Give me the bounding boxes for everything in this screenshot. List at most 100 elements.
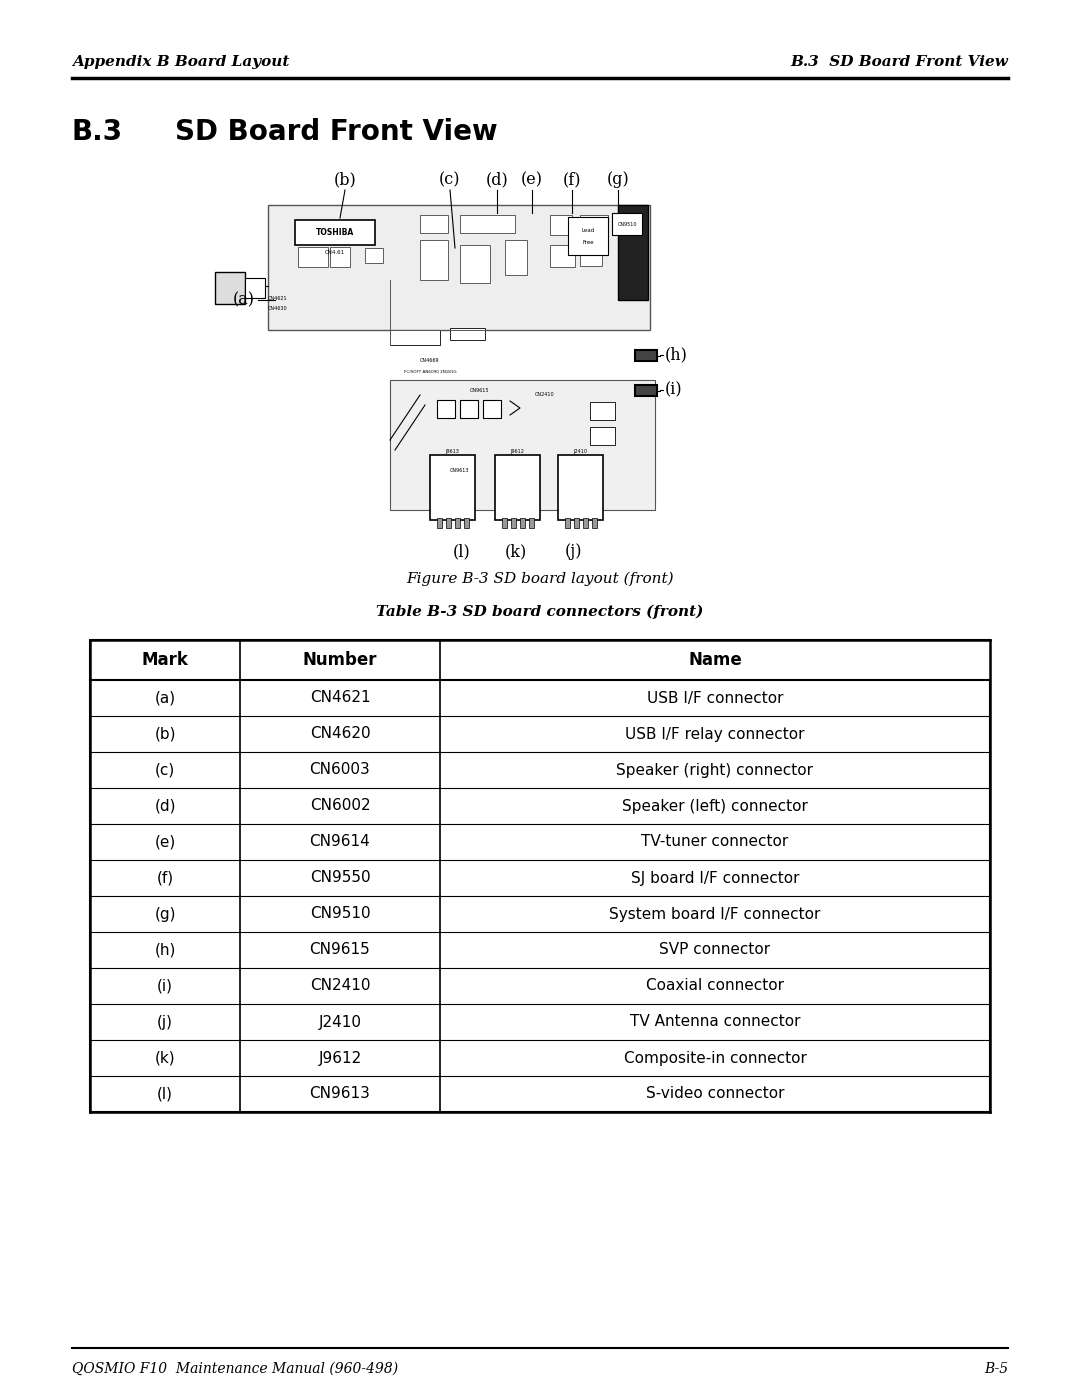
Text: QOSMIO F10  Maintenance Manual (960-498): QOSMIO F10 Maintenance Manual (960-498) xyxy=(72,1362,399,1376)
Text: (j): (j) xyxy=(157,1014,173,1030)
Text: Name: Name xyxy=(688,651,742,669)
Bar xyxy=(437,400,455,418)
Bar xyxy=(519,518,525,528)
Text: CN4620: CN4620 xyxy=(310,726,370,742)
Text: B.3: B.3 xyxy=(72,117,123,147)
Text: (d): (d) xyxy=(486,170,509,189)
Text: (e): (e) xyxy=(521,170,543,189)
Text: (h): (h) xyxy=(665,346,688,363)
Text: B-5: B-5 xyxy=(984,1362,1008,1376)
Text: (b): (b) xyxy=(334,170,356,189)
Text: SD Board Front View: SD Board Front View xyxy=(175,117,498,147)
Bar xyxy=(420,215,448,233)
Text: (k): (k) xyxy=(154,1051,175,1066)
Text: Speaker (right) connector: Speaker (right) connector xyxy=(617,763,813,778)
Text: CN4621: CN4621 xyxy=(310,690,370,705)
Bar xyxy=(565,518,570,528)
Bar xyxy=(558,455,603,520)
Text: (c): (c) xyxy=(440,170,461,189)
Bar xyxy=(592,518,597,528)
Text: J2410: J2410 xyxy=(573,450,588,454)
Bar xyxy=(495,455,540,520)
Text: CN4.61: CN4.61 xyxy=(325,250,346,254)
Text: CN9615: CN9615 xyxy=(470,387,489,393)
Text: System board I/F connector: System board I/F connector xyxy=(609,907,821,922)
Bar xyxy=(446,518,451,528)
Text: (d): (d) xyxy=(154,799,176,813)
Bar xyxy=(573,518,579,528)
Text: CN2410: CN2410 xyxy=(310,978,370,993)
Bar xyxy=(460,400,478,418)
Bar xyxy=(430,455,475,520)
Text: (b): (b) xyxy=(154,726,176,742)
Text: USB I/F relay connector: USB I/F relay connector xyxy=(625,726,805,742)
Bar xyxy=(390,380,654,510)
Text: J9612: J9612 xyxy=(510,450,524,454)
Text: (i): (i) xyxy=(665,381,683,398)
Bar xyxy=(612,212,642,235)
Text: Lead: Lead xyxy=(581,228,595,232)
Text: (j): (j) xyxy=(564,543,582,560)
Text: CN9613: CN9613 xyxy=(310,1087,370,1101)
Text: (f): (f) xyxy=(157,870,174,886)
Text: (l): (l) xyxy=(454,543,471,560)
Bar xyxy=(580,215,608,235)
Text: B.3  SD Board Front View: B.3 SD Board Front View xyxy=(791,54,1008,68)
Bar xyxy=(550,244,575,267)
Bar xyxy=(437,518,442,528)
Text: Table B-3 SD board connectors (front): Table B-3 SD board connectors (front) xyxy=(376,605,704,619)
Text: SVP connector: SVP connector xyxy=(660,943,770,957)
Bar xyxy=(568,217,608,256)
Bar xyxy=(483,400,501,418)
Bar xyxy=(420,240,448,279)
Bar xyxy=(502,518,507,528)
Bar xyxy=(90,640,990,1112)
Bar xyxy=(455,518,460,528)
Text: J2410: J2410 xyxy=(319,1014,362,1030)
Bar xyxy=(295,219,375,244)
Bar xyxy=(365,249,383,263)
Text: CN6002: CN6002 xyxy=(310,799,370,813)
Text: CN4621: CN4621 xyxy=(268,296,287,300)
Bar xyxy=(268,205,650,330)
Text: (c): (c) xyxy=(154,763,175,778)
Text: TV Antenna connector: TV Antenna connector xyxy=(630,1014,800,1030)
Text: Mark: Mark xyxy=(141,651,188,669)
Bar xyxy=(464,518,469,528)
Bar xyxy=(635,351,657,360)
Text: (h): (h) xyxy=(154,943,176,957)
Bar xyxy=(450,328,485,339)
Text: Figure B-3 SD board layout (front): Figure B-3 SD board layout (front) xyxy=(406,571,674,587)
Bar xyxy=(590,402,615,420)
Text: USB I/F connector: USB I/F connector xyxy=(647,690,783,705)
Text: (l): (l) xyxy=(157,1087,173,1101)
Text: CN6003: CN6003 xyxy=(310,763,370,778)
Bar xyxy=(583,518,588,528)
Text: TV-tuner connector: TV-tuner connector xyxy=(642,834,788,849)
Bar xyxy=(618,205,648,300)
Bar xyxy=(298,247,328,267)
Text: (k): (k) xyxy=(504,543,527,560)
Text: (a): (a) xyxy=(154,690,176,705)
Bar xyxy=(550,215,572,235)
Text: CN9510: CN9510 xyxy=(618,222,637,226)
Bar xyxy=(590,427,615,446)
Text: CN2410: CN2410 xyxy=(536,393,555,398)
Bar xyxy=(215,272,245,305)
Bar xyxy=(635,386,657,395)
Text: J9612: J9612 xyxy=(319,1051,362,1066)
Text: Number: Number xyxy=(302,651,377,669)
Text: SJ board I/F connector: SJ board I/F connector xyxy=(631,870,799,886)
Bar xyxy=(460,244,490,284)
Bar xyxy=(511,518,516,528)
Bar xyxy=(390,330,440,345)
Bar xyxy=(580,249,602,265)
Text: CN4630: CN4630 xyxy=(268,306,287,310)
Bar xyxy=(245,278,265,298)
Text: (f): (f) xyxy=(563,170,581,189)
Text: (e): (e) xyxy=(154,834,176,849)
Text: Composite-in connector: Composite-in connector xyxy=(623,1051,807,1066)
Text: Speaker (left) connector: Speaker (left) connector xyxy=(622,799,808,813)
Text: CN9510: CN9510 xyxy=(310,907,370,922)
Text: (i): (i) xyxy=(157,978,173,993)
